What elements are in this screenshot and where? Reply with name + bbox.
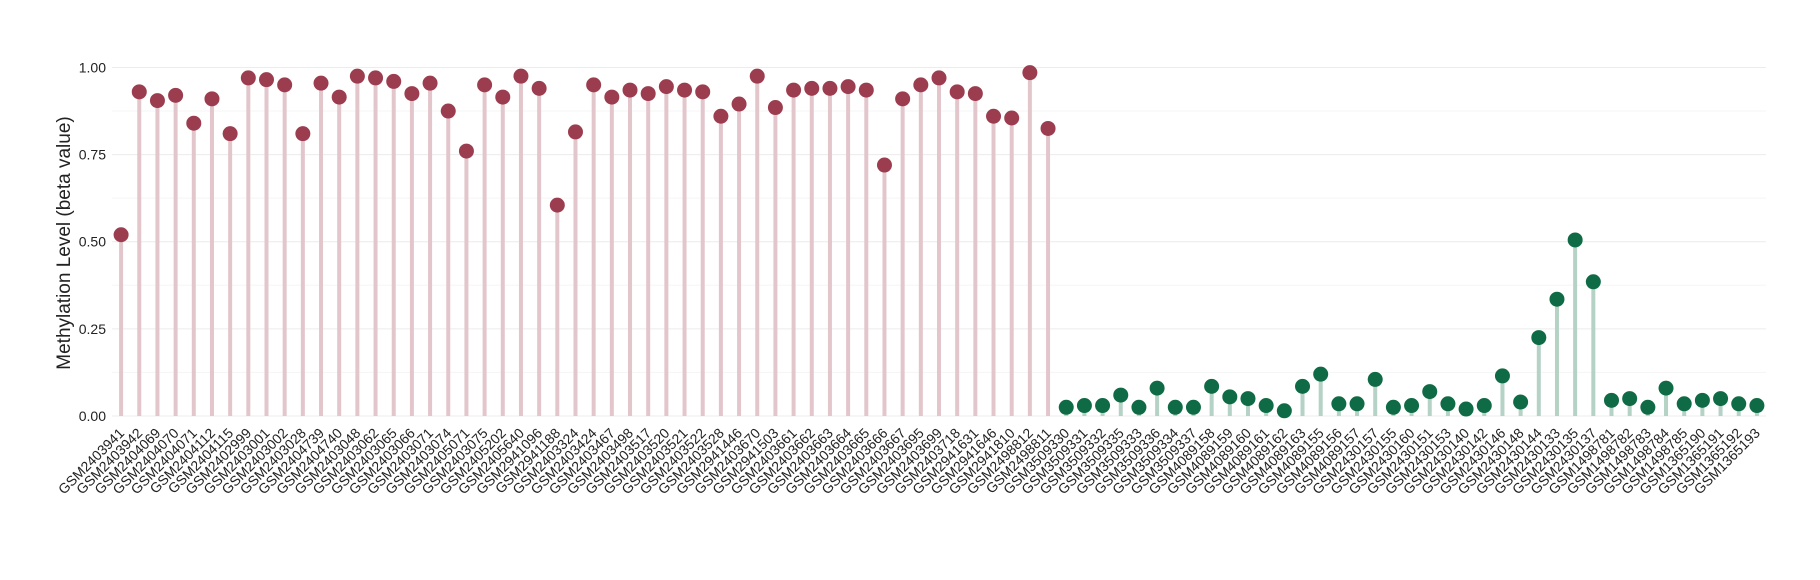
dot <box>1222 389 1238 405</box>
dot <box>1713 391 1729 407</box>
dot <box>1385 399 1401 415</box>
dot <box>313 75 329 91</box>
dot <box>1549 291 1565 307</box>
dot <box>1531 330 1547 346</box>
dot <box>113 227 129 243</box>
dot <box>1276 403 1292 419</box>
dot <box>1622 391 1638 407</box>
dot <box>749 68 765 84</box>
dot <box>1422 384 1438 400</box>
dot <box>531 80 547 96</box>
dot <box>186 115 202 131</box>
dot <box>1749 398 1765 414</box>
dot <box>549 197 565 213</box>
dot <box>149 93 165 109</box>
dot <box>1440 396 1456 412</box>
dot <box>1367 371 1383 387</box>
dot <box>731 96 747 112</box>
dot <box>1494 368 1510 384</box>
dot <box>1076 398 1092 414</box>
dot <box>131 84 147 100</box>
dot <box>695 84 711 100</box>
y-tick-label: 0.25 <box>79 321 106 337</box>
y-tick-label: 1.00 <box>79 59 106 75</box>
dot <box>386 73 402 89</box>
dot <box>1458 401 1474 417</box>
dot <box>1040 120 1056 136</box>
dot <box>822 80 838 96</box>
y-axis-label: Methylation Level (beta value) <box>54 116 75 369</box>
dot <box>677 82 693 98</box>
dot <box>513 68 529 84</box>
dot <box>1113 387 1129 403</box>
dot <box>204 91 220 107</box>
dot <box>477 77 493 93</box>
dot <box>1058 399 1074 415</box>
dot <box>986 108 1002 124</box>
dot <box>840 79 856 95</box>
dot <box>404 86 420 102</box>
dot <box>240 70 256 86</box>
dot <box>640 86 656 102</box>
dot <box>1204 378 1220 394</box>
dot <box>658 79 674 95</box>
dot <box>1331 396 1347 412</box>
dot <box>168 87 184 103</box>
dot <box>1676 396 1692 412</box>
dot <box>913 77 929 93</box>
dot <box>1567 232 1583 248</box>
dot <box>331 89 347 105</box>
dot <box>1658 380 1674 396</box>
dot <box>1258 398 1274 414</box>
dot <box>295 126 311 142</box>
dot <box>1095 398 1111 414</box>
dot <box>277 77 293 93</box>
dot <box>604 89 620 105</box>
y-tick-label: 0.50 <box>79 234 106 250</box>
dot <box>804 80 820 96</box>
dot <box>258 72 274 88</box>
dot <box>876 157 892 173</box>
dot <box>931 70 947 86</box>
dot <box>786 82 802 98</box>
y-tick-label: 0.00 <box>79 408 106 424</box>
dot <box>1022 65 1038 81</box>
dot <box>1167 399 1183 415</box>
dot <box>1585 274 1601 290</box>
dot <box>1476 398 1492 414</box>
dot <box>1513 394 1529 410</box>
dot <box>1640 399 1656 415</box>
dot <box>767 100 783 116</box>
dot <box>1604 392 1620 408</box>
dot <box>1295 378 1311 394</box>
dot <box>458 143 474 159</box>
dot <box>222 126 238 142</box>
dot <box>622 82 638 98</box>
dot <box>967 86 983 102</box>
dot <box>349 68 365 84</box>
dot <box>949 84 965 100</box>
dot <box>368 70 384 86</box>
dot <box>1149 380 1165 396</box>
dot <box>495 89 511 105</box>
dot <box>713 108 729 124</box>
dot <box>1694 392 1710 408</box>
dot <box>1404 398 1420 414</box>
dot <box>858 82 874 98</box>
dot <box>567 124 583 140</box>
dot <box>1731 396 1747 412</box>
dot <box>1313 366 1329 382</box>
dot <box>440 103 456 119</box>
dot <box>586 77 602 93</box>
dot <box>1131 399 1147 415</box>
dot <box>1240 391 1256 407</box>
dot <box>895 91 911 107</box>
dot <box>1185 399 1201 415</box>
y-tick-label: 0.75 <box>79 147 106 163</box>
dot <box>422 75 438 91</box>
dot <box>1004 110 1020 126</box>
dot <box>1349 396 1365 412</box>
